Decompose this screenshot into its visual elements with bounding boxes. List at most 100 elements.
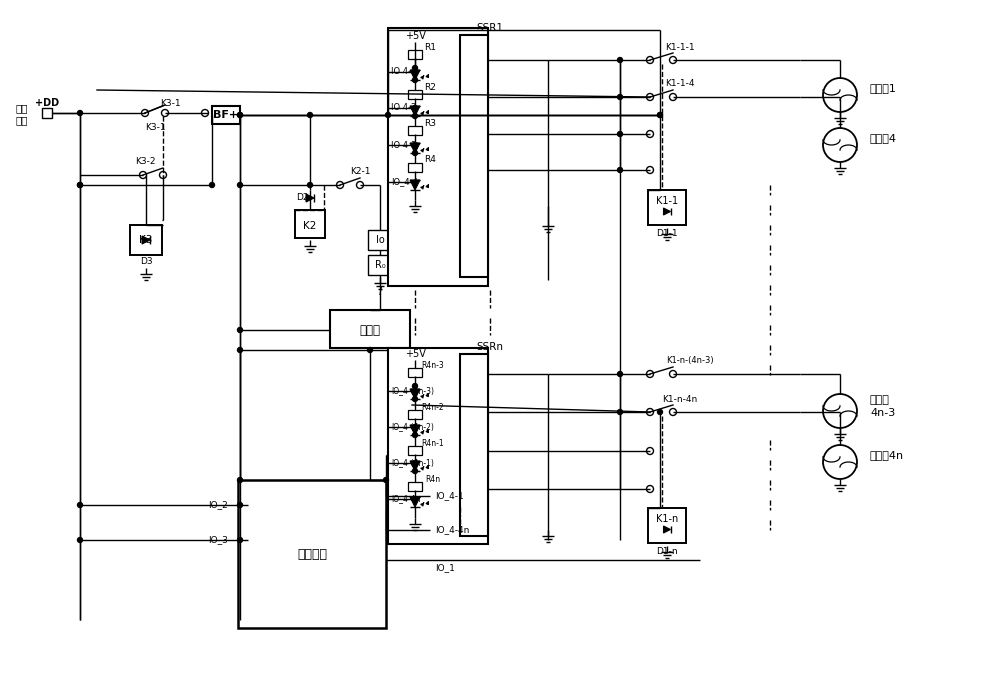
Text: IO_1: IO_1 [435, 563, 455, 572]
Circle shape [140, 172, 146, 178]
Text: K1-1-1: K1-1-1 [665, 43, 695, 52]
Text: I: I [378, 287, 382, 297]
Bar [212, 106, 240, 124]
Text: R4: R4 [424, 155, 436, 165]
Polygon shape [410, 180, 420, 190]
Text: K2: K2 [303, 221, 317, 231]
Bar [460, 354, 488, 536]
Text: K1-1-4: K1-1-4 [665, 79, 695, 89]
Text: 电源: 电源 [16, 115, 28, 125]
Polygon shape [664, 208, 670, 215]
Text: K3: K3 [139, 235, 153, 245]
Polygon shape [306, 194, 314, 202]
Bar [388, 28, 488, 286]
Circle shape [356, 182, 364, 188]
Circle shape [78, 182, 82, 188]
Circle shape [238, 502, 242, 508]
Circle shape [646, 56, 654, 64]
Circle shape [368, 348, 372, 353]
Circle shape [413, 433, 418, 437]
Bar [295, 210, 325, 238]
Circle shape [413, 77, 418, 83]
Circle shape [413, 142, 418, 148]
Circle shape [78, 502, 82, 508]
Text: IO_4-(4n-3): IO_4-(4n-3) [391, 386, 434, 395]
Circle shape [670, 94, 676, 100]
Circle shape [670, 370, 676, 378]
Bar [408, 163, 422, 172]
Text: R4n-1: R4n-1 [422, 439, 444, 447]
Circle shape [78, 111, 82, 115]
Bar [408, 49, 422, 58]
Text: SSR1: SSR1 [477, 23, 504, 33]
Text: K2-1: K2-1 [350, 167, 370, 176]
Text: IO 4-1: IO 4-1 [391, 68, 416, 77]
Polygon shape [410, 461, 420, 471]
Circle shape [413, 106, 418, 111]
Circle shape [823, 78, 857, 112]
Text: 火工品: 火工品 [870, 395, 890, 405]
Bar [408, 410, 422, 418]
Bar [408, 125, 422, 134]
Text: IO_4-1: IO_4-1 [435, 492, 464, 500]
Circle shape [238, 477, 242, 483]
Text: R1: R1 [424, 43, 436, 52]
Circle shape [646, 409, 654, 416]
Circle shape [238, 182, 242, 188]
Text: IO_2: IO_2 [208, 500, 228, 509]
Bar [648, 508, 686, 543]
Text: K3-1: K3-1 [145, 123, 165, 132]
Bar [130, 225, 162, 255]
Text: 火工品4: 火工品4 [870, 133, 897, 143]
Text: 4n-3: 4n-3 [870, 408, 895, 418]
Text: R4n-2: R4n-2 [422, 403, 444, 412]
Polygon shape [410, 425, 420, 435]
Text: 主控电路: 主控电路 [297, 549, 327, 561]
Text: SSRn: SSRn [477, 342, 504, 352]
Circle shape [658, 113, 662, 117]
Text: R3: R3 [424, 119, 436, 127]
Circle shape [162, 110, 168, 117]
Circle shape [658, 113, 662, 117]
Circle shape [142, 110, 148, 117]
Circle shape [308, 113, 312, 117]
Bar [388, 348, 488, 544]
Circle shape [618, 94, 622, 100]
Circle shape [646, 447, 654, 454]
Text: D3: D3 [140, 258, 152, 266]
Circle shape [336, 182, 344, 188]
Circle shape [238, 327, 242, 332]
Text: D1-1: D1-1 [656, 228, 678, 237]
Circle shape [646, 167, 654, 174]
Circle shape [618, 58, 622, 62]
Polygon shape [664, 526, 670, 533]
Text: +5V: +5V [405, 31, 425, 41]
Text: D1-n: D1-n [656, 546, 678, 555]
Text: 恒流源: 恒流源 [360, 323, 380, 336]
Circle shape [384, 477, 388, 483]
Text: K3-1: K3-1 [160, 98, 180, 108]
Text: K1-1: K1-1 [656, 197, 678, 207]
Circle shape [413, 468, 418, 473]
Circle shape [658, 410, 662, 414]
Circle shape [413, 113, 418, 119]
Polygon shape [410, 389, 420, 399]
Bar [42, 108, 52, 118]
Text: K1-n-(4n-3): K1-n-(4n-3) [666, 355, 714, 365]
Text: K1-n-4n: K1-n-4n [662, 395, 698, 403]
Text: K1-n: K1-n [656, 515, 678, 525]
Circle shape [238, 538, 242, 542]
Circle shape [646, 130, 654, 138]
Text: R2: R2 [424, 83, 436, 92]
Text: D2: D2 [296, 193, 308, 203]
Polygon shape [142, 236, 150, 244]
Circle shape [646, 94, 654, 100]
Circle shape [308, 182, 312, 188]
Bar [330, 310, 410, 348]
Circle shape [238, 348, 242, 353]
Polygon shape [410, 70, 420, 80]
Circle shape [413, 397, 418, 401]
Bar [408, 89, 422, 98]
Circle shape [823, 394, 857, 428]
Text: R4n: R4n [425, 475, 441, 483]
